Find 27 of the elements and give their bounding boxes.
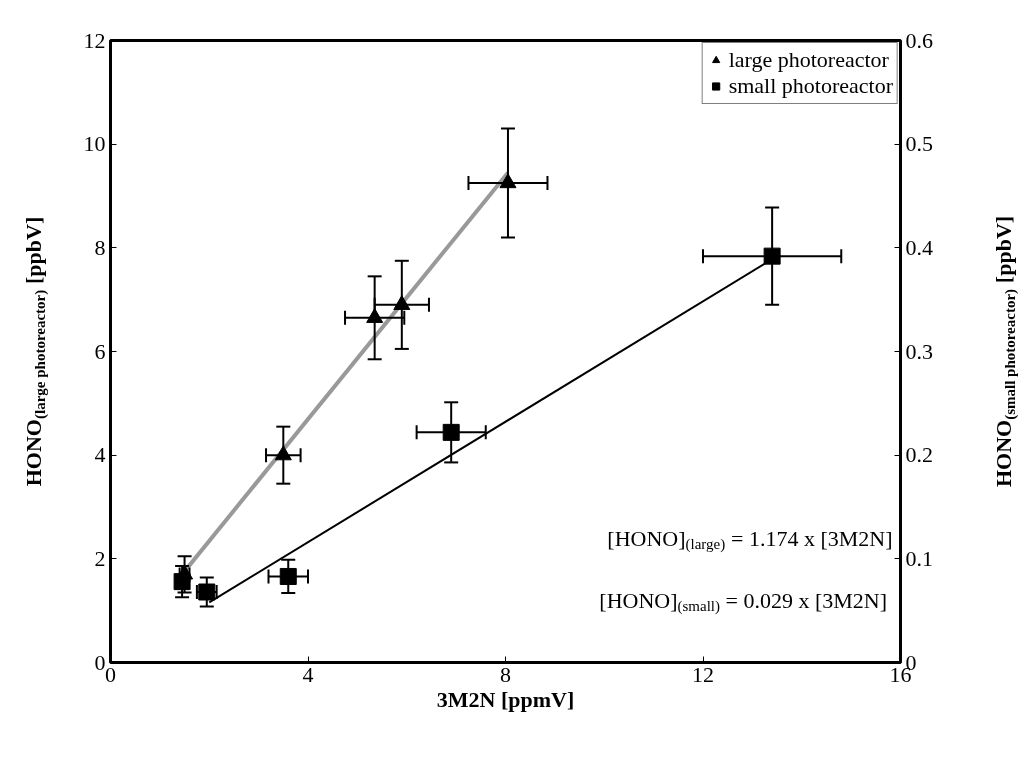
y-axis-title: HONO(large photoreactor) [ppbV]	[21, 216, 49, 487]
y-tick-label: 10	[83, 131, 106, 157]
legend-label: small photoreactor	[728, 73, 893, 99]
point	[763, 247, 781, 265]
y2-tick-label: 0.2	[905, 442, 933, 468]
x-tick-label: 4	[302, 661, 314, 687]
point	[393, 295, 411, 310]
point	[442, 423, 460, 441]
y-tick-label: 4	[94, 442, 106, 468]
y-tick-label: 8	[94, 234, 106, 260]
y2-axis-title: HONO(small photoreactor) [ppbV]	[991, 215, 1019, 488]
y2-tick-label: 0.5	[905, 131, 933, 157]
legend-label: large photoreactor	[728, 47, 889, 73]
y2-tick-label: 0.4	[905, 234, 933, 260]
y-tick-label: 6	[94, 338, 106, 364]
y-tick-label: 2	[94, 545, 106, 571]
x-axis-title: 3M2N [ppmV]	[436, 686, 575, 712]
x-tick-label: 8	[500, 661, 511, 687]
y-tick-label: 12	[83, 27, 106, 53]
x-tick-label: 12	[692, 661, 714, 687]
y2-tick-label: 0.3	[905, 338, 933, 364]
y2-tick-label: 0.6	[905, 27, 933, 53]
point	[279, 567, 297, 585]
point	[499, 173, 517, 189]
point	[274, 445, 292, 461]
y2-tick-label: 0.1	[905, 545, 933, 571]
point	[366, 308, 384, 323]
